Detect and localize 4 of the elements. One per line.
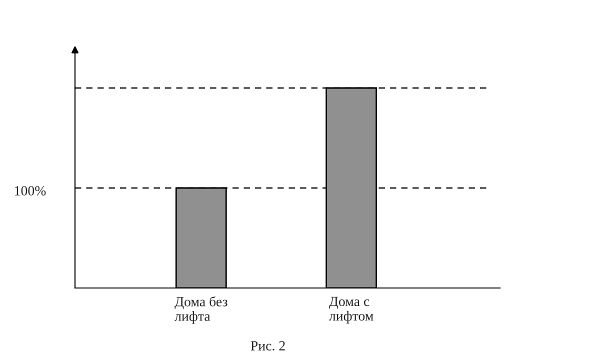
text: 100% xyxy=(15,186,46,196)
x-tick-label: Дома с лифтом xyxy=(329,296,374,324)
text: Рис. 2 xyxy=(250,341,285,351)
x-tick-label: Дома без лифта xyxy=(174,296,228,324)
